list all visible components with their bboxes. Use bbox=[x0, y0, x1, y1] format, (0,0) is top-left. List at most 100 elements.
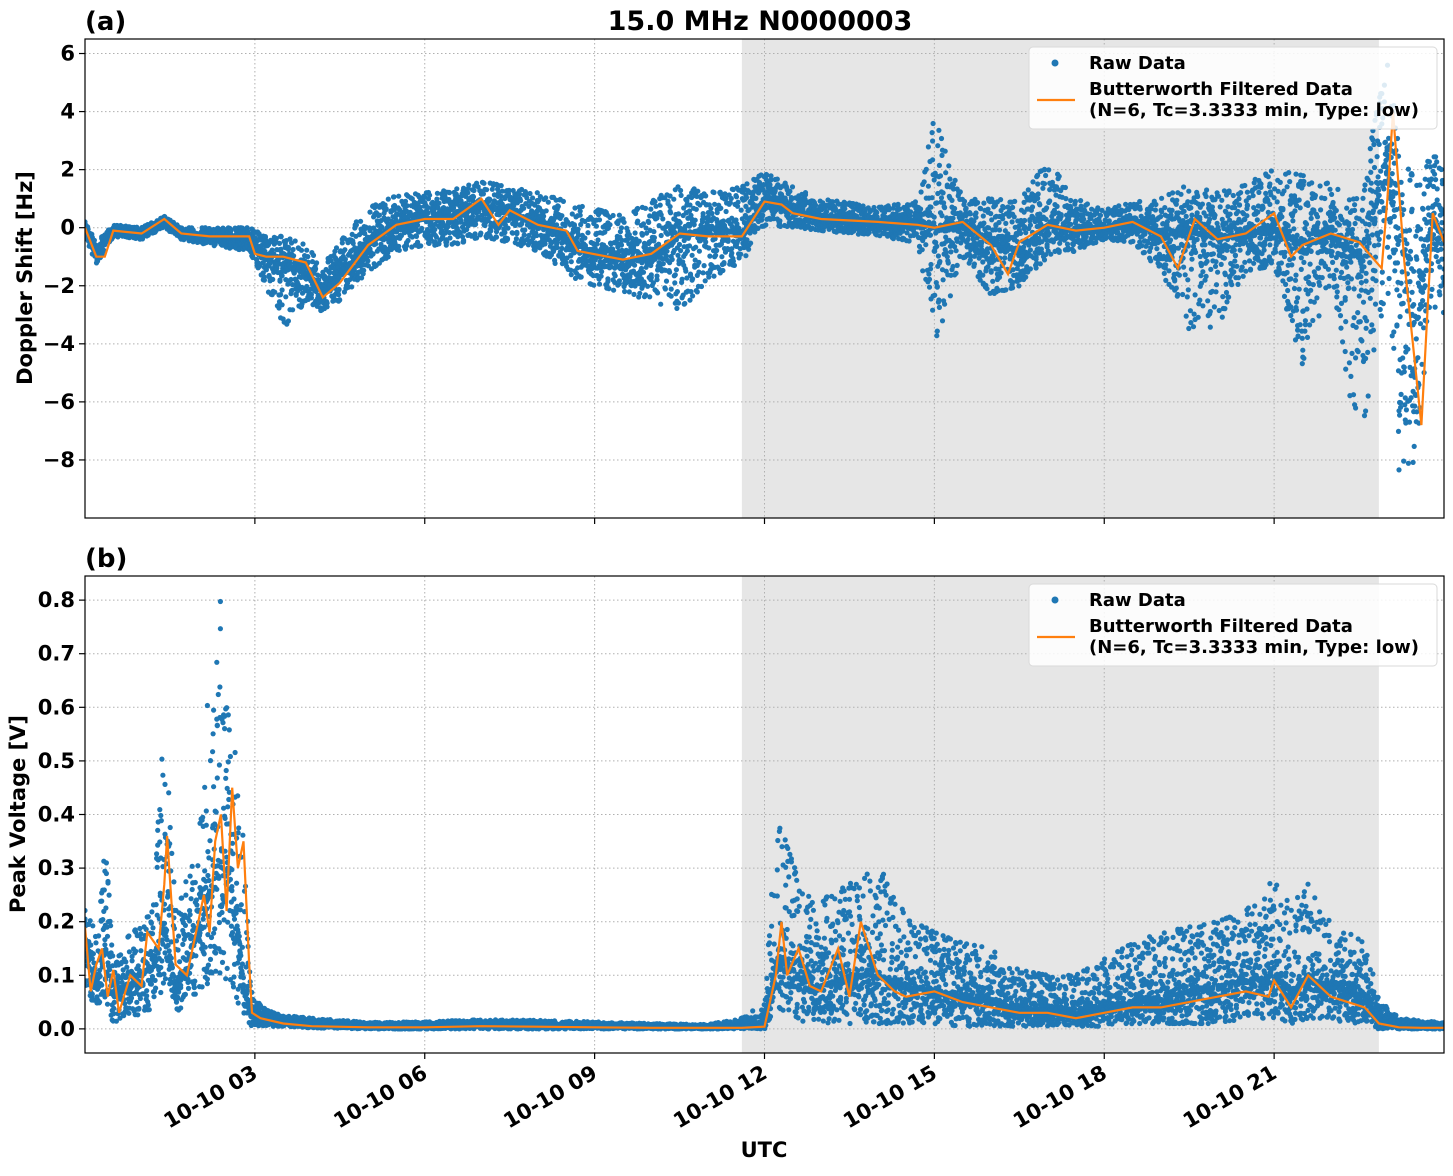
panel-a-raw-point bbox=[337, 297, 342, 302]
panel-a-raw-point bbox=[291, 247, 296, 252]
panel-a-raw-point bbox=[270, 277, 275, 282]
panel-a-raw-point bbox=[343, 257, 348, 262]
panel-a-raw-point bbox=[505, 236, 510, 241]
panel-a-raw-point bbox=[454, 186, 459, 191]
panel-a-raw-point bbox=[690, 253, 695, 258]
panel-a-raw-point bbox=[693, 245, 698, 250]
panel-a-raw-point bbox=[645, 284, 650, 289]
panel-a-raw-point bbox=[763, 222, 768, 227]
panel-a-raw-point bbox=[543, 195, 548, 200]
panel-a-raw-point bbox=[641, 270, 646, 275]
panel-a-raw-point bbox=[748, 241, 753, 246]
panel-a-raw-point bbox=[280, 302, 285, 307]
panel-a-raw-point bbox=[627, 289, 632, 294]
panel-a-raw-point bbox=[611, 213, 616, 218]
panel-a-raw-point bbox=[499, 183, 504, 188]
panel-a-raw-point bbox=[647, 294, 652, 299]
panel-a-raw-point bbox=[729, 251, 734, 256]
panel-a-raw-point bbox=[654, 215, 659, 220]
panel-a-raw-point bbox=[683, 269, 688, 274]
panel-a-raw-point bbox=[336, 292, 341, 297]
panel-a-raw-point bbox=[920, 268, 925, 273]
panel-a-raw-point bbox=[391, 194, 396, 199]
panel-a-raw-point bbox=[649, 272, 654, 277]
panel-a-raw-point bbox=[714, 248, 719, 253]
panel-a-raw-point bbox=[622, 220, 627, 225]
panel-a-raw-point bbox=[304, 248, 309, 253]
panel-a-raw-point bbox=[695, 189, 700, 194]
panel-a-raw-point bbox=[690, 276, 695, 281]
panel-a-raw-point bbox=[561, 199, 566, 204]
panel-a-raw-point bbox=[447, 235, 452, 240]
panel-a-raw-point bbox=[648, 207, 653, 212]
panel-a-raw-point bbox=[415, 223, 420, 228]
panel-a-raw-point bbox=[455, 241, 460, 246]
panel-a-raw-point bbox=[478, 231, 483, 236]
panel-a-raw-point bbox=[655, 290, 660, 295]
panel-a-raw-point bbox=[646, 220, 651, 225]
panel-a-raw-point bbox=[719, 254, 724, 259]
panel-a-raw-point bbox=[720, 268, 725, 273]
panel-a-raw-point bbox=[721, 218, 726, 223]
panel-a-raw-point bbox=[580, 204, 585, 209]
panel-a-raw-point bbox=[711, 190, 716, 195]
panel-a-raw-point bbox=[293, 238, 298, 243]
panel-a-raw-point bbox=[432, 227, 437, 232]
panel-a-raw-point bbox=[744, 195, 749, 200]
panel-a-raw-point bbox=[664, 249, 669, 254]
panel-a-raw-point bbox=[919, 189, 924, 194]
panel-a-raw-point bbox=[635, 219, 640, 224]
panel-a-raw-point bbox=[694, 207, 699, 212]
panel-a-raw-point bbox=[660, 216, 665, 221]
panel-a-raw-point bbox=[918, 206, 923, 211]
panel-a-raw-point bbox=[703, 278, 708, 283]
panel-a-raw-point bbox=[617, 278, 622, 283]
panel-a-raw-point bbox=[427, 193, 432, 198]
panel-a-raw-point bbox=[926, 272, 931, 277]
panel-a-raw-point bbox=[518, 198, 523, 203]
panel-a-ylabel: Doppler Shift [Hz] bbox=[13, 171, 37, 385]
panel-a-raw-point bbox=[671, 197, 676, 202]
panel-a-raw-point bbox=[682, 301, 687, 306]
panel-a-raw-point bbox=[481, 181, 486, 186]
panel-a-raw-point bbox=[658, 203, 663, 208]
panel-a-raw-point bbox=[396, 194, 401, 199]
panel-a-raw-point bbox=[699, 284, 704, 289]
panel-a-raw-point bbox=[927, 277, 932, 282]
panel-a-raw-point bbox=[693, 218, 698, 223]
panel-a-raw-point bbox=[367, 210, 372, 215]
panel-a-raw-point bbox=[386, 254, 391, 259]
panel-a-raw-point bbox=[262, 275, 267, 280]
panel-a-raw-point bbox=[692, 222, 697, 227]
panel-a-raw-point bbox=[605, 276, 610, 281]
panel-a-raw-point bbox=[709, 211, 714, 216]
panel-a-raw-point bbox=[358, 219, 363, 224]
panel-a-raw-point bbox=[622, 289, 627, 294]
panel-a-raw-point bbox=[920, 247, 925, 252]
panel-a-raw-point bbox=[790, 184, 795, 189]
panel-a-raw-point bbox=[418, 243, 423, 248]
panel-a-raw-point bbox=[926, 144, 931, 149]
panel-a-raw-point bbox=[311, 253, 316, 258]
panel-a-raw-point bbox=[695, 289, 700, 294]
panel-a-raw-point bbox=[576, 227, 581, 232]
panel-a-raw-point bbox=[299, 248, 304, 253]
panel-a-raw-point bbox=[334, 245, 339, 250]
panel-a-raw-point bbox=[637, 239, 642, 244]
panel-a-raw-point bbox=[613, 273, 618, 278]
panel-a-raw-point bbox=[569, 272, 574, 277]
panel-a-raw-point bbox=[397, 248, 402, 253]
panel-a-raw-point bbox=[721, 261, 726, 266]
panel-a-raw-point bbox=[286, 245, 291, 250]
panel-a-raw-point bbox=[290, 307, 295, 312]
panel-a-raw-point bbox=[530, 195, 535, 200]
panel-a-raw-point bbox=[521, 206, 526, 211]
panel-a-raw-point bbox=[724, 209, 729, 214]
panel-a-raw-point bbox=[597, 282, 602, 287]
panel-a-raw-point bbox=[546, 200, 551, 205]
panel-a-raw-point bbox=[688, 272, 693, 277]
panel-a-raw-point bbox=[703, 239, 708, 244]
panel-a-raw-point bbox=[739, 208, 744, 213]
